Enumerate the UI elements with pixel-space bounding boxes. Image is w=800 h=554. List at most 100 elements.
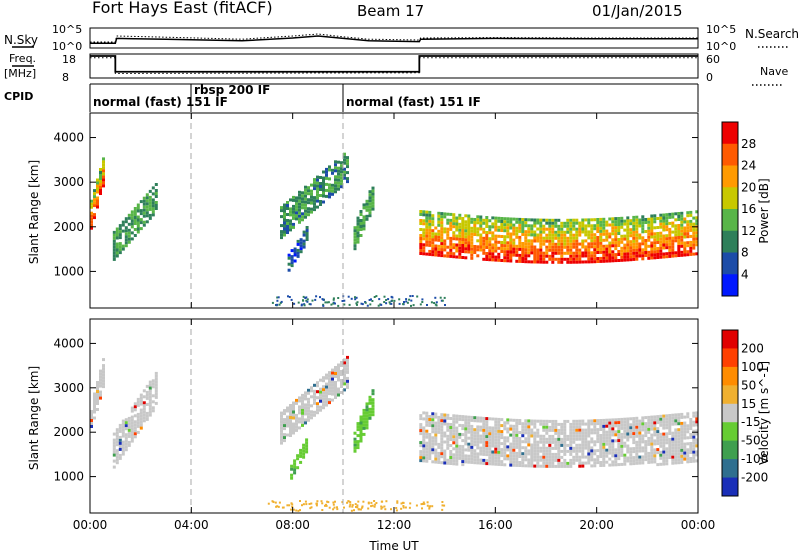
cell bbox=[524, 260, 528, 264]
cell bbox=[689, 222, 693, 226]
xtick-label-6: 00:00 bbox=[681, 518, 716, 532]
cell bbox=[362, 203, 366, 207]
cell bbox=[542, 254, 546, 258]
cell bbox=[566, 248, 570, 252]
cell bbox=[130, 216, 134, 220]
cell bbox=[298, 214, 301, 218]
cell bbox=[509, 244, 513, 248]
cell bbox=[671, 215, 675, 219]
cell bbox=[611, 250, 615, 254]
cell bbox=[665, 462, 669, 466]
cell bbox=[380, 505, 383, 508]
cell bbox=[290, 261, 294, 265]
cell bbox=[635, 452, 639, 456]
cell bbox=[93, 189, 96, 193]
cell bbox=[476, 254, 480, 258]
cell bbox=[470, 433, 474, 437]
cell bbox=[310, 192, 313, 196]
cell bbox=[298, 211, 301, 215]
velocity-colorbar-swatch bbox=[722, 366, 738, 386]
cell bbox=[112, 233, 116, 237]
cell bbox=[509, 418, 513, 422]
cell bbox=[289, 225, 292, 229]
cell bbox=[307, 397, 310, 401]
cell bbox=[671, 254, 675, 258]
cell bbox=[662, 444, 666, 448]
cell bbox=[560, 455, 564, 459]
cell bbox=[611, 241, 615, 245]
cell bbox=[319, 182, 322, 185]
cell bbox=[611, 220, 615, 224]
cell bbox=[118, 248, 122, 252]
cell bbox=[677, 416, 681, 420]
cell bbox=[635, 254, 639, 258]
cell bbox=[458, 216, 462, 220]
cell bbox=[542, 458, 546, 462]
cell bbox=[488, 444, 492, 448]
cell bbox=[441, 501, 444, 503]
cell bbox=[118, 435, 122, 439]
cell bbox=[145, 199, 149, 203]
cell bbox=[479, 434, 483, 438]
cell bbox=[578, 437, 582, 441]
cell bbox=[524, 242, 528, 246]
cell bbox=[518, 223, 522, 227]
cell bbox=[437, 460, 441, 464]
cell bbox=[659, 438, 663, 442]
cell bbox=[638, 245, 642, 249]
cell bbox=[482, 230, 486, 234]
cell bbox=[488, 435, 492, 439]
cell bbox=[692, 228, 696, 232]
cell bbox=[536, 260, 540, 264]
cell bbox=[524, 437, 528, 441]
cell bbox=[653, 241, 657, 245]
cell bbox=[503, 250, 507, 254]
cell bbox=[608, 445, 612, 449]
cell bbox=[90, 199, 93, 203]
cell bbox=[331, 371, 334, 375]
cell bbox=[503, 229, 507, 233]
cell bbox=[485, 231, 489, 234]
power-ytick-label-3000: 3000 bbox=[53, 175, 84, 189]
cell bbox=[527, 431, 531, 435]
cell bbox=[488, 228, 492, 232]
cell bbox=[581, 239, 585, 243]
cell bbox=[608, 436, 612, 440]
cpid-segment-1: normal (fast) 151 IF bbox=[93, 95, 228, 109]
power-ground-scatter bbox=[271, 295, 446, 307]
cell bbox=[572, 236, 576, 240]
cell bbox=[644, 416, 648, 420]
cell bbox=[689, 448, 693, 451]
cell bbox=[554, 230, 558, 234]
cell bbox=[662, 438, 666, 442]
cell bbox=[428, 234, 432, 238]
cell bbox=[614, 223, 618, 227]
cell bbox=[671, 221, 675, 225]
cell bbox=[322, 397, 325, 401]
cell bbox=[536, 221, 540, 225]
cell bbox=[584, 461, 588, 465]
cell bbox=[145, 205, 149, 209]
cell bbox=[581, 431, 585, 435]
cell bbox=[115, 443, 119, 447]
cell bbox=[659, 216, 663, 220]
cell bbox=[656, 241, 660, 244]
cell bbox=[455, 420, 459, 424]
cell bbox=[446, 245, 450, 249]
cell bbox=[632, 450, 636, 454]
cell bbox=[593, 245, 597, 249]
cell bbox=[551, 218, 555, 222]
cell bbox=[139, 227, 143, 231]
cell bbox=[121, 422, 125, 426]
cell bbox=[494, 240, 498, 244]
cell bbox=[334, 375, 337, 378]
cell bbox=[695, 450, 699, 454]
cell bbox=[96, 390, 99, 393]
cell bbox=[584, 443, 588, 447]
cell bbox=[446, 233, 450, 237]
cell bbox=[353, 509, 355, 512]
cell bbox=[353, 244, 357, 248]
cell bbox=[118, 251, 122, 255]
cell bbox=[689, 421, 693, 424]
cell bbox=[617, 439, 621, 443]
